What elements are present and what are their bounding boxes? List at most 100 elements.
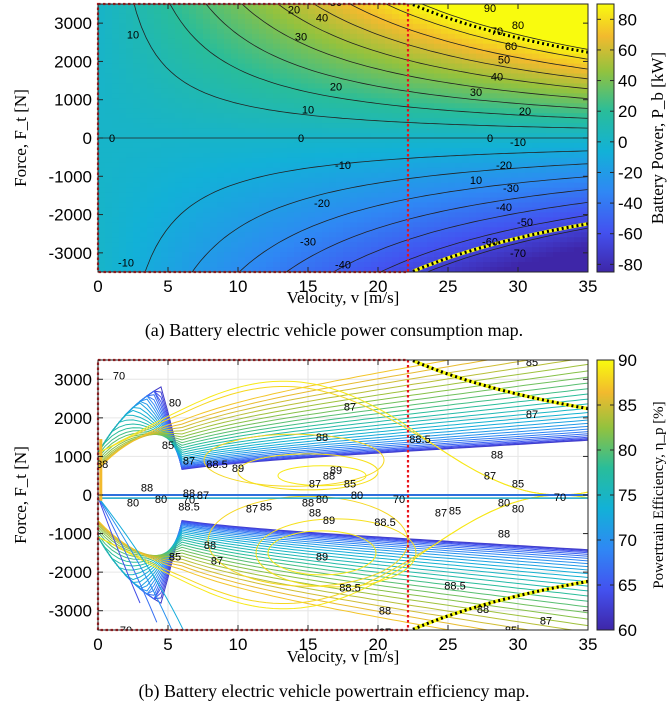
heatmap-cell [280, 28, 288, 35]
heatmap-cell [203, 222, 211, 228]
heatmap-cell [413, 222, 421, 228]
colorbar-tick-label: 0 [618, 133, 627, 152]
heatmap-cell [161, 157, 169, 164]
heatmap-cell [196, 167, 204, 174]
heatmap-cell [217, 172, 225, 179]
heatmap-cell [112, 123, 120, 129]
heatmap-cell [476, 38, 484, 45]
heatmap-cell [378, 187, 386, 194]
heatmap-cell [392, 237, 400, 243]
heatmap-cell [322, 138, 330, 144]
heatmap-cell [301, 13, 309, 20]
heatmap-cell [532, 252, 540, 258]
heatmap-cell [126, 28, 134, 35]
heatmap-cell [238, 93, 246, 99]
heatmap-cell [434, 93, 442, 99]
contour-line [133, 4, 588, 129]
heatmap-cell [413, 242, 421, 248]
heatmap-cell [280, 147, 288, 154]
heatmap-cell [252, 167, 260, 174]
heatmap-cell [238, 13, 246, 20]
heatmap-cell [581, 98, 588, 104]
heatmap-cell [252, 38, 260, 45]
heatmap-cell [112, 23, 120, 30]
heatmap-cell [308, 162, 316, 169]
heatmap-cell [210, 38, 218, 45]
heatmap-cell [168, 267, 176, 272]
heatmap-cell [140, 53, 148, 60]
heatmap-cell [210, 177, 218, 184]
heatmap-cell [371, 257, 379, 263]
heatmap-cell [301, 147, 309, 154]
heatmap-cell [385, 177, 393, 184]
heatmap-cell [448, 33, 456, 40]
heatmap-cell [371, 123, 379, 129]
heatmap-cell [329, 252, 337, 258]
heatmap-cell [252, 88, 260, 94]
heatmap-cell [427, 182, 435, 189]
heatmap-cell [378, 128, 386, 134]
heatmap-cell [357, 93, 365, 99]
heatmap-cell [371, 222, 379, 228]
heatmap-cell [336, 212, 344, 219]
heatmap-cell [112, 237, 120, 243]
heatmap-cell [294, 133, 302, 139]
heatmap-cell [546, 182, 554, 189]
heatmap-cell [287, 28, 295, 35]
heatmap-cell [182, 212, 190, 219]
heatmap-cell [378, 167, 386, 174]
heatmap-cell [203, 8, 211, 15]
heatmap-cell [525, 133, 533, 139]
heatmap-cell [364, 18, 372, 25]
heatmap-cell [140, 123, 148, 129]
heatmap-cell [434, 152, 442, 159]
heatmap-cell [392, 217, 400, 223]
heatmap-cell [420, 138, 428, 144]
heatmap-cell [287, 93, 295, 99]
heatmap-cell [532, 147, 540, 154]
heatmap-cell [294, 123, 302, 129]
heatmap-cell [539, 247, 547, 253]
heatmap-cell [259, 247, 267, 253]
heatmap-cell [574, 8, 582, 15]
contour-line [98, 388, 588, 456]
contour-line [98, 536, 588, 587]
heatmap-cell [553, 177, 561, 184]
heatmap-cell [154, 157, 162, 164]
heatmap-cell [539, 53, 547, 60]
heatmap-cell [112, 8, 120, 15]
heatmap-cell [196, 152, 204, 159]
heatmap-cell [322, 118, 330, 124]
heatmap-cell [336, 162, 344, 169]
heatmap-cell [217, 88, 225, 94]
heatmap-cell [252, 252, 260, 258]
heatmap-cell [462, 53, 470, 60]
heatmap-cell [413, 53, 421, 60]
heatmap-cell [350, 98, 358, 104]
heatmap-cell [497, 8, 505, 15]
heatmap-cell [441, 4, 449, 10]
heatmap-cell [392, 63, 400, 70]
heatmap-cell [105, 73, 113, 80]
heatmap-cell [455, 147, 463, 154]
heatmap-cell [217, 267, 225, 272]
heatmap-cell [413, 167, 421, 174]
heatmap-cell [539, 4, 547, 10]
heatmap-cell [525, 152, 533, 159]
heatmap-cell [567, 28, 575, 35]
heatmap-cell [119, 53, 127, 60]
heatmap-cell [112, 28, 120, 35]
contour-label: 88 [477, 604, 489, 616]
heatmap-cell [98, 118, 106, 124]
heatmap-cell [392, 138, 400, 144]
heatmap-cell [259, 222, 267, 228]
heatmap-cell [175, 138, 183, 144]
heatmap-cell [98, 257, 106, 263]
heatmap-cell [140, 177, 148, 184]
heatmap-cell [497, 202, 505, 209]
heatmap-cell [329, 192, 337, 199]
heatmap-cell [371, 63, 379, 70]
heatmap-cell [168, 232, 176, 238]
heatmap-cell [427, 128, 435, 134]
heatmap-cell [252, 78, 260, 85]
